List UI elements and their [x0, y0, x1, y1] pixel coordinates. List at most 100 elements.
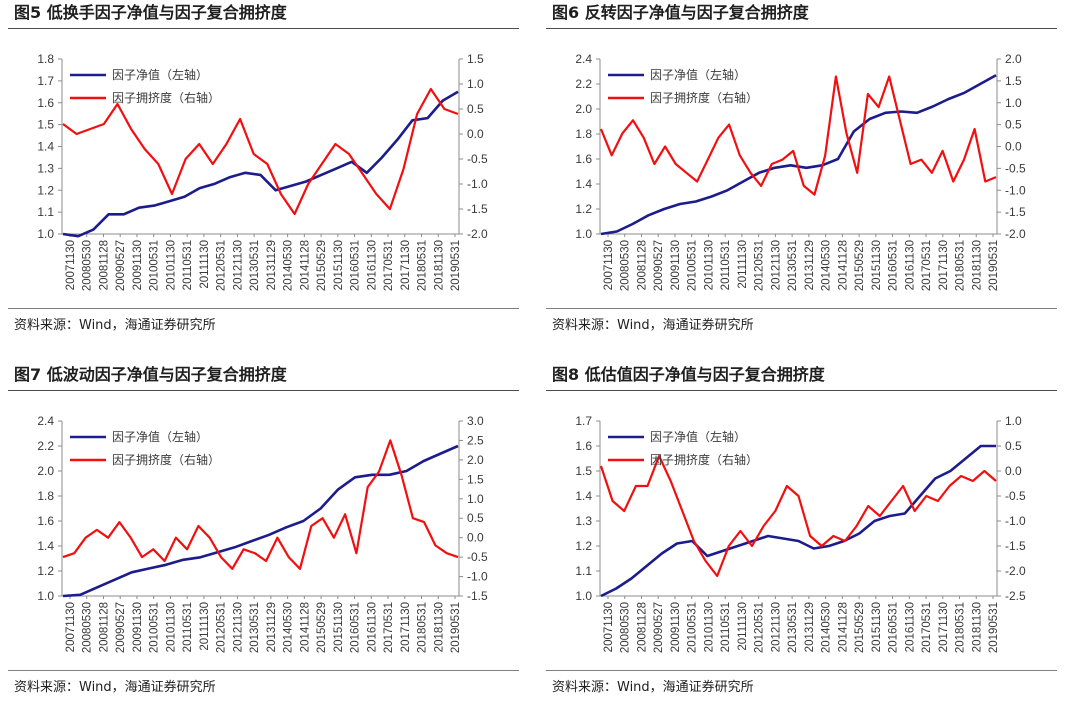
x-tick-label: 20121130	[770, 602, 782, 652]
title-divider	[8, 28, 519, 29]
left-tick-label: 2.2	[575, 77, 592, 91]
x-tick-label: 20141128	[299, 602, 311, 652]
right-tick-label: -0.5	[467, 152, 488, 166]
x-tick-label: 20080530	[620, 602, 632, 653]
right-tick-label: -1.5	[1005, 205, 1026, 219]
left-tick-label: 1.4	[37, 140, 54, 154]
chart-panel-7: 图7 低波动因子净值与因子复合拥挤度 1.0 1.2 1.4 1.6 1.8 2.0 2.2…	[4, 362, 523, 710]
left-tick-label: 1.2	[575, 539, 592, 553]
left-tick-label: 1.5	[37, 118, 54, 132]
right-tick-label: 2.5	[467, 433, 484, 447]
legend-label: 因子净值（左轴）	[112, 67, 208, 82]
x-tick-label: 20140530	[283, 602, 295, 653]
left-tick-label: 1.0	[575, 227, 592, 241]
left-tick-label: 2.4	[37, 414, 54, 428]
right-tick-label: -0.5	[1005, 161, 1026, 175]
x-tick-label: 20140530	[283, 240, 295, 291]
left-tick-label: 1.6	[575, 152, 592, 166]
x-tick-label: 20180531	[417, 240, 429, 291]
legend-label: 因子拥挤度（右轴）	[650, 90, 758, 105]
right-tick-label: 2.0	[467, 453, 484, 467]
right-tick-label: -2.5	[1005, 589, 1026, 603]
x-tick-label: 20161130	[904, 602, 916, 652]
source-divider	[546, 670, 1057, 671]
x-tick-label: 20151130	[333, 240, 345, 290]
chart-panel-6: 图6 反转因子净值与因子复合拥挤度 1.0 1.2 1.4 1.6 1.8 2.0 2.2 2…	[542, 0, 1061, 348]
legend-label: 因子拥挤度（右轴）	[112, 90, 220, 105]
x-tick-label: 20130531	[249, 240, 261, 291]
x-tick-label: 20180531	[955, 602, 967, 653]
left-tick-label: 1.4	[575, 489, 592, 503]
x-tick-label: 20141128	[837, 240, 849, 290]
x-tick-label: 20111130	[199, 240, 211, 289]
crowding-line	[599, 454, 997, 578]
left-tick-label: 1.3	[575, 514, 592, 528]
right-tick-label: 1.5	[467, 52, 484, 66]
x-tick-label: 20071130	[603, 240, 615, 290]
x-tick-label: 20080530	[82, 240, 94, 291]
right-tick-label: 0.5	[467, 511, 484, 525]
legend-label: 因子净值（左轴）	[650, 67, 746, 82]
chart-canvas: 1.0 1.1 1.2 1.3 1.4 1.5 1.6 1.7 -2.5 -2.0 -1.5 -1.0…	[575, 414, 1026, 653]
x-tick-label: 20071130	[65, 602, 77, 652]
x-tick-label: 20160531	[350, 240, 362, 291]
right-tick-label: 0.0	[1005, 140, 1022, 154]
left-tick-label: 1.1	[575, 564, 592, 578]
legend-label: 因子净值（左轴）	[650, 429, 746, 444]
left-tick-label: 1.7	[37, 74, 54, 88]
x-tick-label: 20101130	[165, 240, 177, 290]
x-tick-label: 20110531	[182, 602, 194, 652]
legend-label: 因子净值（左轴）	[112, 429, 208, 444]
right-tick-label: -1.5	[467, 589, 488, 603]
x-tick-label: 20120531	[216, 602, 228, 653]
right-tick-label: 1.5	[1005, 74, 1022, 88]
x-tick-label: 20091130	[132, 602, 144, 652]
right-tick-label: 0.0	[1005, 464, 1022, 478]
x-tick-label: 20170531	[921, 602, 933, 653]
right-tick-label: -1.0	[1005, 183, 1026, 197]
right-tick-label: -0.5	[467, 550, 488, 564]
left-tick-label: 1.3	[37, 161, 54, 175]
x-tick-label: 20150529	[316, 602, 328, 653]
x-tick-label: 20190531	[450, 240, 462, 291]
x-tick-label: 20171130	[938, 602, 950, 652]
x-tick-label: 20161130	[366, 602, 378, 652]
x-tick-label: 20171130	[938, 240, 950, 290]
left-tick-label: 1.8	[37, 489, 54, 503]
net-value-line	[62, 90, 459, 238]
net-value-line	[62, 444, 459, 598]
x-tick-label: 20110531	[182, 240, 194, 290]
x-tick-label: 20140530	[821, 240, 833, 291]
title-divider	[546, 390, 1057, 391]
left-tick-label: 1.6	[37, 96, 54, 110]
x-tick-label: 20171130	[400, 240, 412, 290]
x-tick-label: 20081128	[636, 240, 648, 290]
x-tick-label: 20160531	[350, 602, 362, 653]
source-note: 资料来源：Wind，海通证券研究所	[552, 318, 754, 333]
left-tick-label: 1.4	[575, 177, 592, 191]
left-tick-label: 2.0	[575, 102, 592, 116]
x-tick-label: 20121130	[770, 240, 782, 290]
x-tick-label: 20120531	[754, 602, 766, 653]
x-tick-label: 20190531	[988, 602, 1000, 653]
title-divider	[546, 28, 1057, 29]
right-tick-label: -2.0	[1005, 227, 1026, 241]
x-tick-label: 20141128	[837, 602, 849, 652]
legend-label: 因子拥挤度（右轴）	[112, 452, 220, 467]
right-tick-label: 1.0	[1005, 414, 1022, 428]
x-tick-label: 20181130	[433, 602, 445, 652]
x-tick-label: 20181130	[971, 240, 983, 290]
left-tick-label: 1.4	[37, 539, 54, 553]
right-tick-label: 0.0	[467, 531, 484, 545]
x-tick-label: 20090527	[653, 240, 665, 291]
x-tick-label: 20081128	[636, 602, 648, 652]
x-tick-label: 20171130	[400, 602, 412, 652]
x-tick-label: 20101130	[165, 602, 177, 652]
x-tick-label: 20131129	[266, 602, 278, 652]
x-tick-label: 20130531	[787, 602, 799, 653]
x-tick-label: 20121130	[232, 240, 244, 290]
title-divider	[8, 390, 519, 391]
x-tick-label: 20180531	[955, 240, 967, 291]
x-tick-label: 20081128	[98, 602, 110, 652]
x-tick-label: 20120531	[754, 240, 766, 291]
